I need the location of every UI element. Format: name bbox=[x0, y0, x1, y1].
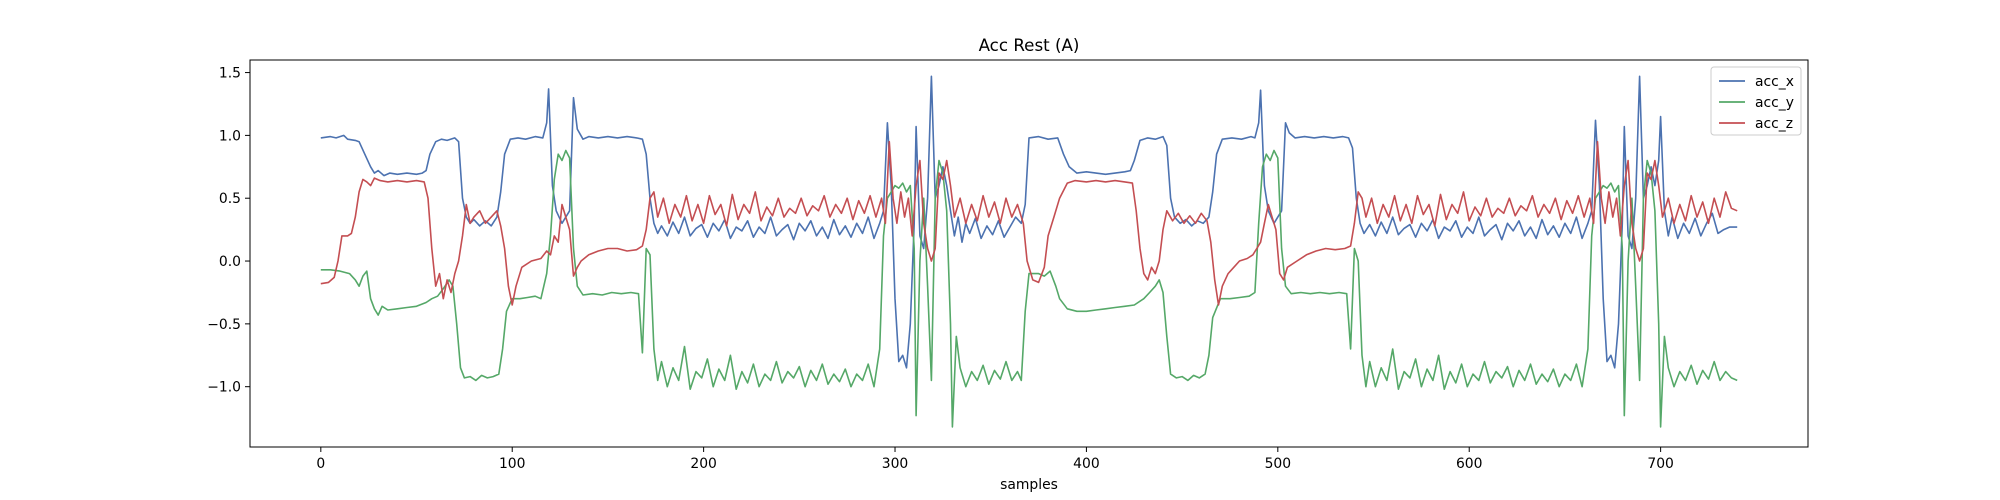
y-tick-label: 0.5 bbox=[219, 191, 241, 207]
y-tick-label: 1.0 bbox=[219, 128, 241, 144]
x-axis-label: samples bbox=[1000, 477, 1058, 493]
x-axis: 0 100 200 300 400 500 600 700 bbox=[316, 447, 1674, 472]
chart-title: Acc Rest (A) bbox=[979, 35, 1080, 55]
plot-frame bbox=[249, 59, 1809, 448]
x-tick-label: 100 bbox=[499, 456, 526, 472]
legend-box bbox=[1710, 66, 1802, 136]
x-tick-label: 200 bbox=[690, 456, 717, 472]
legend-label-acc-x: acc_x bbox=[1755, 74, 1794, 90]
x-tick-label: 300 bbox=[882, 456, 909, 472]
y-tick-label: −0.5 bbox=[207, 317, 241, 333]
series-line-acc-x bbox=[320, 75, 1738, 369]
series-line-acc-y bbox=[320, 149, 1738, 428]
x-tick-label: 400 bbox=[1073, 456, 1100, 472]
series-line-acc-z bbox=[320, 140, 1738, 306]
y-axis: −1.0 −0.5 0.0 0.5 1.0 1.5 bbox=[207, 66, 250, 396]
y-tick-label: 1.5 bbox=[219, 66, 241, 82]
y-tick-label: −1.0 bbox=[207, 380, 241, 396]
x-tick-label: 700 bbox=[1647, 456, 1674, 472]
legend: acc_x acc_y acc_z bbox=[1710, 66, 1802, 136]
legend-label-acc-z: acc_z bbox=[1755, 116, 1793, 132]
y-tick-label: 0.0 bbox=[219, 254, 241, 270]
x-tick-label: 500 bbox=[1265, 456, 1292, 472]
series-layer bbox=[320, 75, 1738, 428]
x-tick-label: 600 bbox=[1456, 456, 1483, 472]
legend-label-acc-y: acc_y bbox=[1755, 95, 1794, 111]
x-tick-label: 0 bbox=[316, 456, 325, 472]
